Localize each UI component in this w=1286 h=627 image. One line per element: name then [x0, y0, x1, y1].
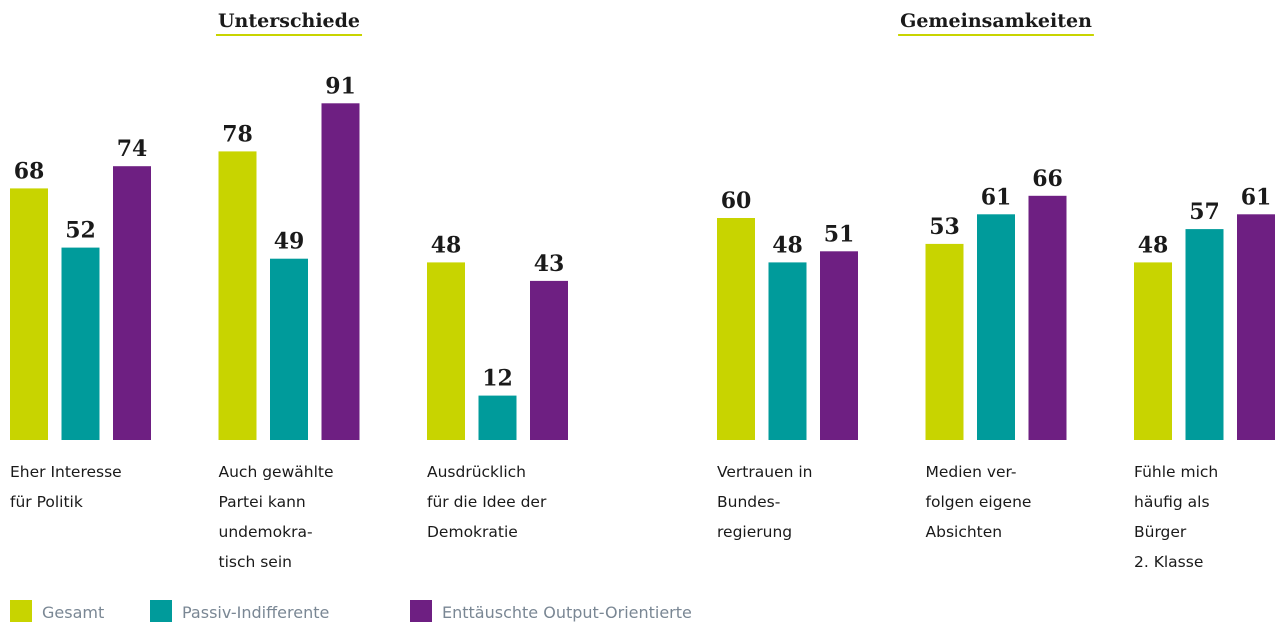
bar [1237, 214, 1275, 440]
legend-swatch [10, 600, 32, 622]
value-label: 68 [14, 158, 45, 184]
bar [1134, 262, 1172, 440]
category-label: Medien ver-folgen eigene Absichten [926, 463, 1032, 541]
value-label: 53 [929, 214, 960, 240]
bar [717, 218, 755, 440]
value-label: 51 [824, 221, 855, 247]
value-label: 60 [721, 188, 752, 214]
value-label: 61 [981, 184, 1012, 210]
legend-swatch [410, 600, 432, 622]
bar [820, 251, 858, 440]
bar [1028, 195, 1067, 440]
value-label: 91 [325, 73, 356, 99]
value-label: 57 [1189, 199, 1220, 225]
value-label: 49 [274, 229, 305, 255]
bar [61, 247, 100, 440]
value-label: 48 [431, 232, 462, 258]
category-label: Auch gewählte Partei kann undemokra-tisch … [219, 463, 334, 571]
legend-label: Passiv-Indifferente [182, 603, 329, 622]
panel-title: Unterschiede [218, 10, 360, 32]
value-label: 43 [534, 251, 565, 277]
legend-swatch [150, 600, 172, 622]
category-label: Ausdrücklich für die Idee der Demokratie [427, 463, 547, 541]
category-label: Vertrauen in Bundes-regierung [717, 463, 813, 541]
value-label: 48 [1138, 232, 1169, 258]
bar [1185, 229, 1224, 440]
bar [768, 262, 807, 440]
value-label: 66 [1032, 166, 1063, 192]
panel-title: Gemeinsamkeiten [900, 10, 1092, 32]
bar [925, 243, 964, 440]
legend-label: Enttäuschte Output-Orientierte [442, 603, 692, 622]
value-label: 74 [117, 136, 148, 162]
bar [478, 395, 517, 440]
bar [321, 103, 360, 441]
value-label: 12 [482, 366, 513, 392]
value-label: 48 [772, 232, 803, 258]
bar [530, 280, 568, 440]
bar [270, 258, 308, 440]
value-label: 61 [1241, 184, 1272, 210]
category-label: Eher Interesse für Politik [10, 463, 122, 511]
legend-label: Gesamt [42, 603, 104, 622]
value-label: 78 [222, 121, 253, 147]
bar [977, 214, 1015, 440]
value-label: 52 [65, 218, 96, 244]
bar [218, 151, 257, 440]
bar [113, 166, 151, 440]
category-label: Fühle mich häufig als Bürger 2. Klasse [1134, 463, 1218, 571]
bar [427, 262, 465, 440]
bar [10, 188, 48, 440]
